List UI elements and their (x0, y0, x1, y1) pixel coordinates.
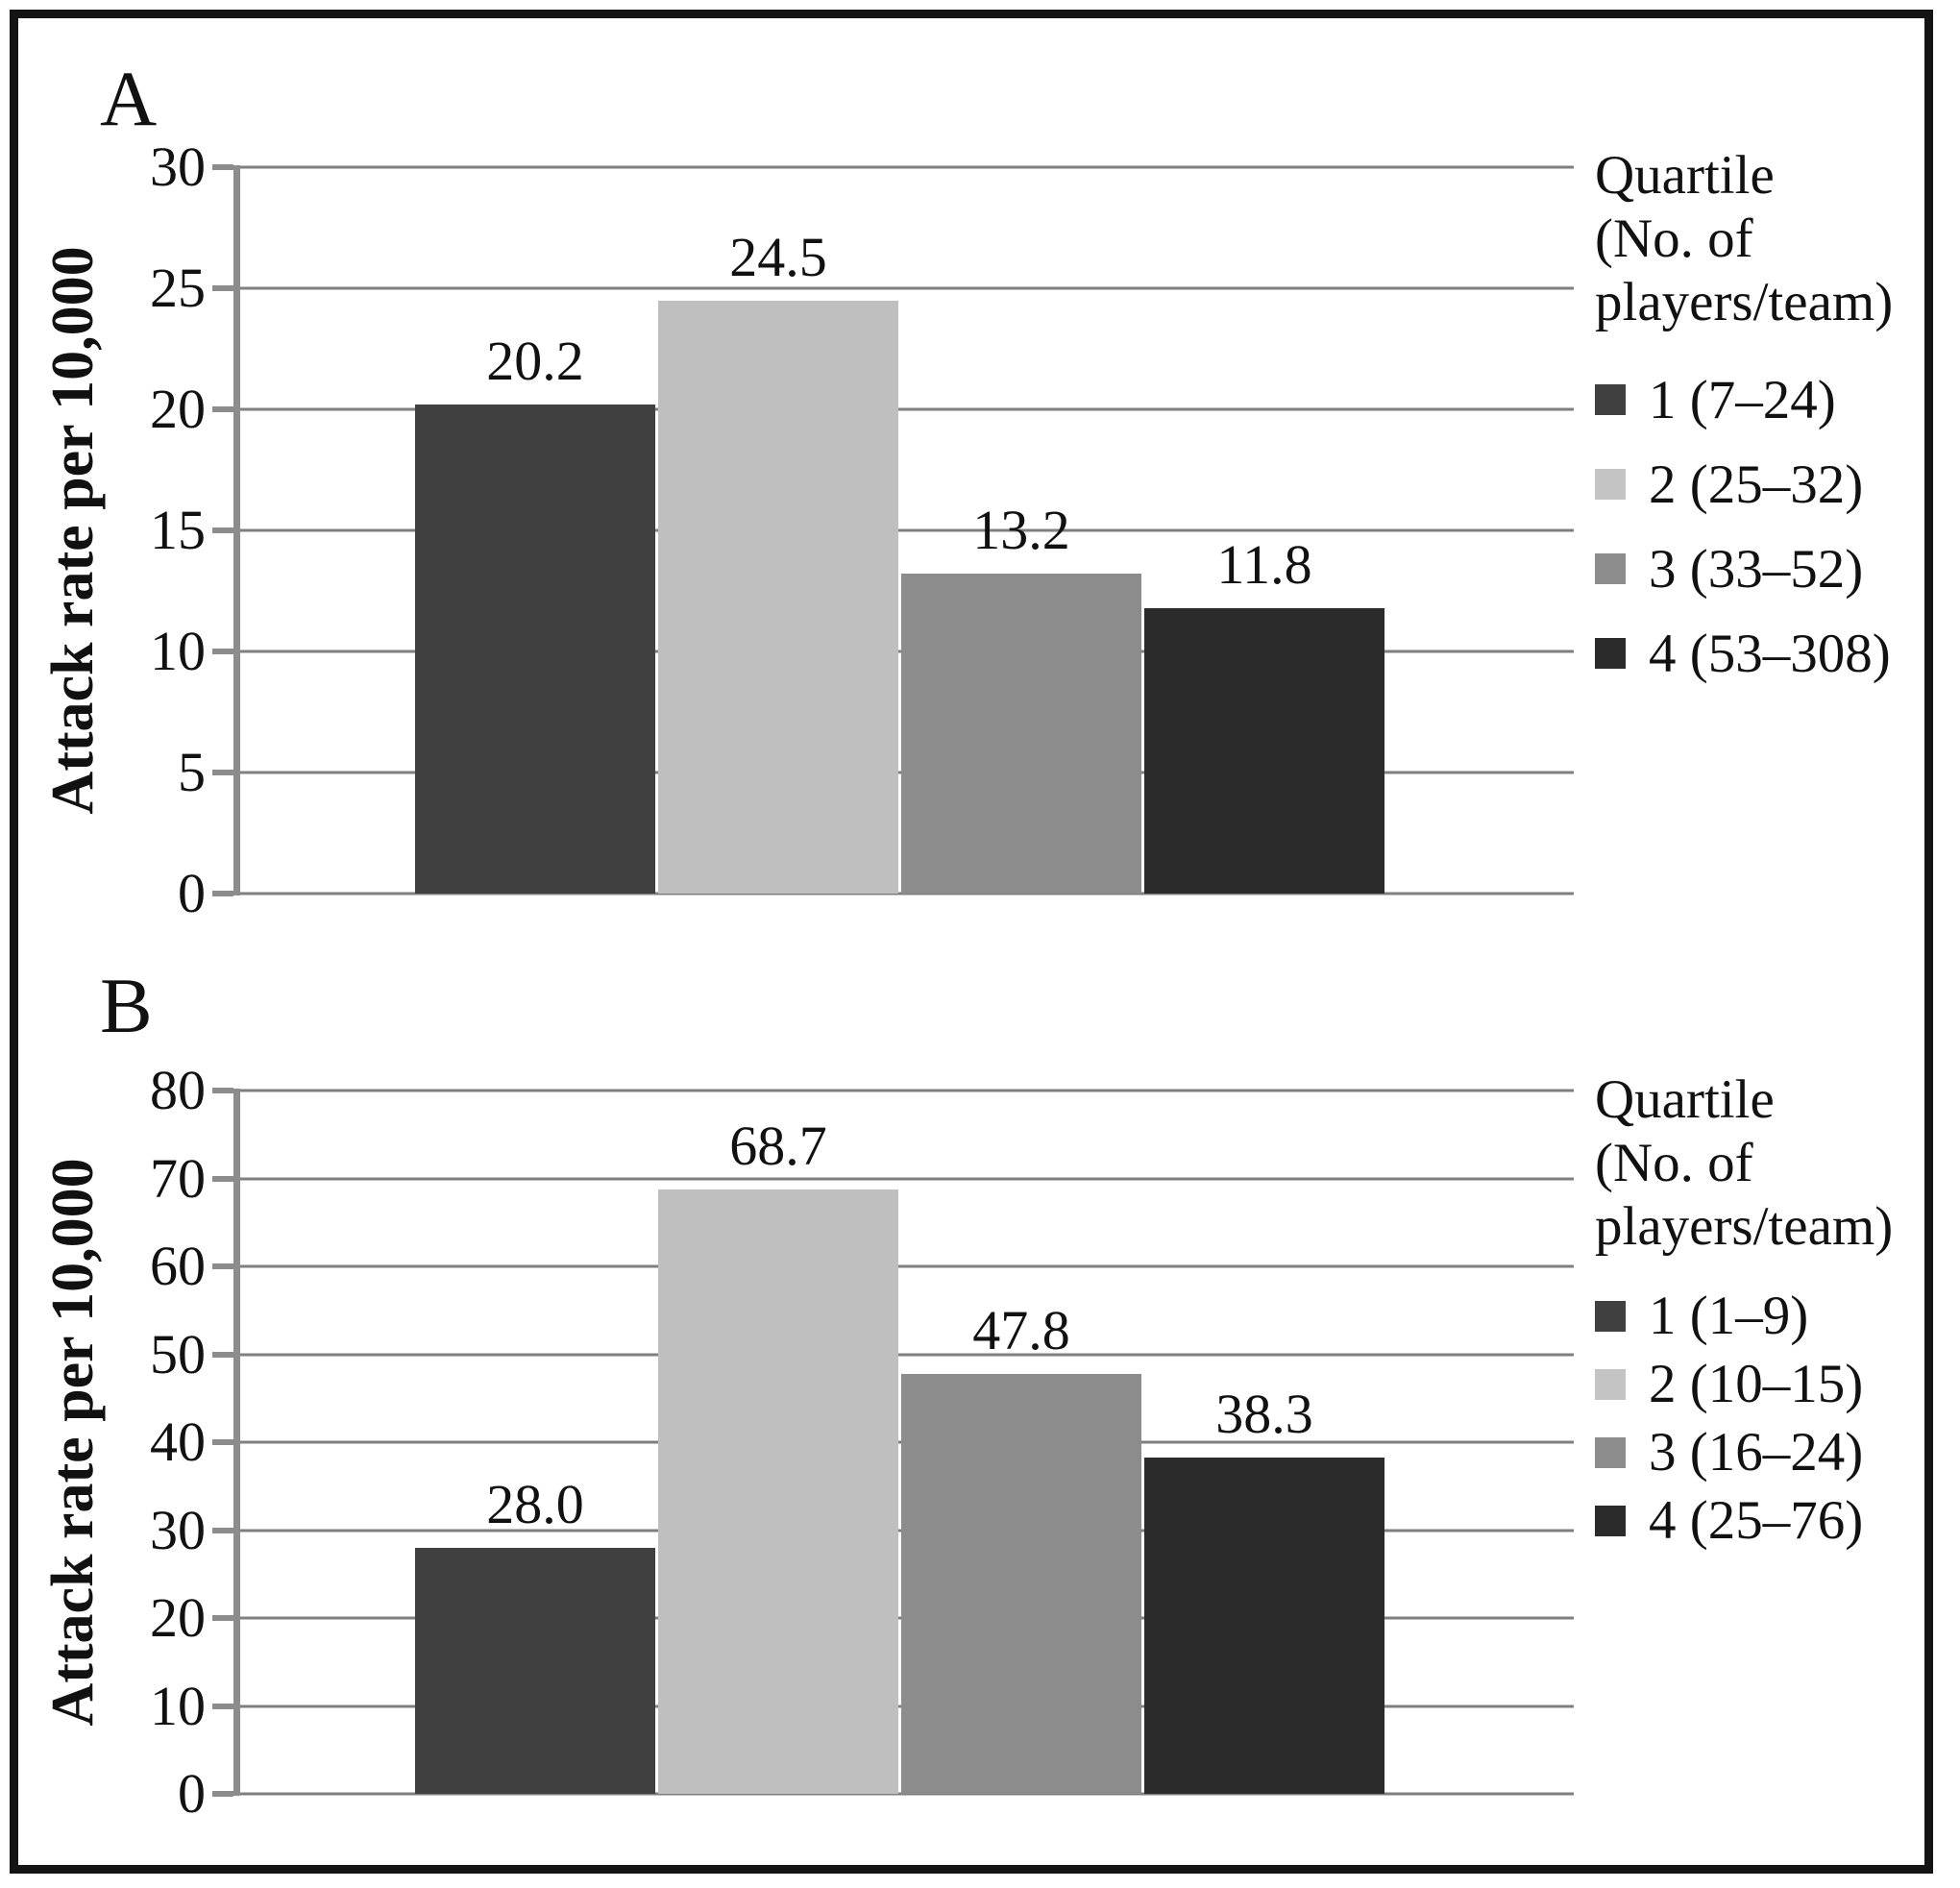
legend-item-label-3: 3 (33–52) (1649, 538, 1864, 600)
y-tick-label-5: 5 (178, 741, 206, 803)
legend-swatch-4 (1595, 638, 1626, 669)
panel-a-legend-items: 1 (7–24) 2 (25–32) 3 (33–52) 4 (53–308) (1595, 357, 1926, 696)
legend-item-1: 1 (1–9) (1595, 1282, 1926, 1350)
panel-a-label: A (100, 55, 158, 142)
gridline-0 (240, 1792, 1574, 1796)
panel-b-legend: Quartile (No. of players/team) 1 (1–9) 2 … (1595, 1068, 1926, 1555)
gridline-50 (240, 1353, 1574, 1356)
legend-item-1: 1 (7–24) (1595, 357, 1926, 442)
gridline-0 (240, 892, 1574, 895)
y-tick-label-50: 50 (150, 1322, 206, 1385)
legend-item-label-1: 1 (1–9) (1649, 1286, 1809, 1346)
bar-quartile-4: 38.3 (1144, 1385, 1384, 1794)
y-tick-label-80: 80 (150, 1059, 206, 1121)
bar-quartile-1: 20.2 (415, 332, 655, 894)
legend-swatch-3 (1595, 553, 1626, 584)
legend-item-label-3: 3 (16–24) (1649, 1422, 1864, 1483)
y-tick-label-30: 30 (150, 1498, 206, 1561)
panel-a-plot-area: 30 25 20 15 10 5 0 20.2 24.5 13.2 11.8 (150, 139, 1574, 921)
bar-value-label-quartile-1: 20.2 (486, 329, 584, 392)
y-tick-0 (212, 891, 233, 896)
y-tick-label-0: 0 (178, 1762, 206, 1825)
y-tick-label-70: 70 (150, 1146, 206, 1210)
legend-item-4: 4 (25–76) (1595, 1486, 1926, 1555)
panel-b-y-axis-title: Attack rate per 10,000 (40, 1158, 106, 1727)
legend-item-2: 2 (25–32) (1595, 442, 1926, 527)
y-tick-label-40: 40 (150, 1410, 206, 1473)
y-tick-label-10: 10 (150, 1674, 206, 1737)
panel-a-legend-title: Quartile (No. of players/team) (1595, 145, 1894, 332)
legend-swatch-4 (1595, 1505, 1626, 1536)
y-tick-10 (212, 1703, 233, 1709)
legend-item-3: 3 (16–24) (1595, 1418, 1926, 1486)
panel-a-y-axis-title: Attack rate per 10,000 (40, 246, 106, 815)
legend-item-2: 2 (10–15) (1595, 1350, 1926, 1418)
gridline-15 (240, 528, 1574, 532)
legend-item-label-2: 2 (10–15) (1649, 1354, 1864, 1414)
y-axis-line (233, 165, 240, 895)
bar-value-label-quartile-4: 38.3 (1215, 1382, 1313, 1445)
y-tick-label-20: 20 (150, 1586, 206, 1649)
panel-b-legend-title: Quartile (No. of players/team) (1595, 1069, 1894, 1257)
y-tick-label-30: 30 (150, 135, 206, 198)
y-tick-0 (212, 1791, 233, 1797)
y-tick-20 (212, 1615, 233, 1621)
panel-b-plot-area: 80 70 60 50 40 30 20 10 0 28.0 68.7 47.8 38.3 (150, 1063, 1574, 1822)
y-tick-40 (212, 1439, 233, 1445)
y-tick-label-60: 60 (150, 1235, 206, 1297)
bar-quartile-3: 47.8 (901, 1302, 1141, 1794)
bar-quartile-2: 68.7 (658, 1118, 898, 1794)
y-tick-60 (212, 1263, 233, 1269)
y-tick-70 (212, 1175, 233, 1182)
gridline-25 (240, 286, 1574, 290)
bar-quartile-4: 11.8 (1144, 536, 1384, 894)
legend-swatch-2 (1595, 1368, 1626, 1400)
legend-swatch-2 (1595, 469, 1626, 500)
gridline-70 (240, 1177, 1574, 1180)
y-tick-30 (212, 164, 233, 170)
bar-quartile-1: 28.0 (415, 1476, 655, 1794)
y-tick-label-15: 15 (150, 499, 206, 561)
bar-value-label-quartile-3: 47.8 (972, 1298, 1070, 1361)
y-tick-10 (212, 649, 233, 654)
gridline-80 (240, 1089, 1574, 1092)
bar-quartile-3: 13.2 (901, 503, 1141, 894)
y-tick-80 (212, 1088, 233, 1093)
panel-b-legend-items: 1 (1–9) 2 (10–15) 3 (16–24) 4 (25–76) (1595, 1282, 1926, 1555)
panel-a-legend: Quartile (No. of players/team) 1 (7–24) 2… (1595, 144, 1926, 696)
legend-item-3: 3 (33–52) (1595, 527, 1926, 611)
y-tick-20 (212, 406, 233, 412)
y-tick-50 (212, 1351, 233, 1358)
y-tick-label-0: 0 (178, 862, 206, 924)
y-tick-25 (212, 285, 233, 291)
bar-value-label-quartile-2: 24.5 (729, 225, 827, 288)
legend-item-4: 4 (53–308) (1595, 611, 1926, 696)
bar-value-label-quartile-3: 13.2 (972, 499, 1070, 562)
legend-swatch-3 (1595, 1436, 1626, 1468)
bar-value-label-quartile-1: 28.0 (486, 1472, 584, 1535)
y-tick-label-25: 25 (150, 257, 206, 319)
y-axis-line (233, 1089, 240, 1796)
bar-value-label-quartile-2: 68.7 (729, 1115, 827, 1178)
y-tick-15 (212, 527, 233, 533)
legend-item-label-2: 2 (25–32) (1649, 454, 1864, 515)
bar-quartile-2: 24.5 (658, 229, 898, 894)
gridline-30 (240, 165, 1574, 169)
y-tick-label-20: 20 (150, 378, 206, 440)
panel-b-label: B (100, 962, 153, 1049)
bars-group: 20.2 24.5 13.2 11.8 (415, 167, 1384, 894)
legend-item-label-4: 4 (53–308) (1649, 623, 1891, 684)
legend-swatch-1 (1595, 1300, 1626, 1332)
y-tick-label-10: 10 (150, 620, 206, 682)
y-tick-5 (212, 770, 233, 775)
legend-swatch-1 (1595, 384, 1626, 415)
y-tick-30 (212, 1527, 233, 1533)
bar-value-label-quartile-4: 11.8 (1216, 532, 1312, 596)
legend-item-label-4: 4 (25–76) (1649, 1490, 1864, 1551)
gridline-20 (240, 407, 1574, 411)
bars-group: 28.0 68.7 47.8 38.3 (415, 1091, 1384, 1794)
legend-item-label-1: 1 (7–24) (1649, 369, 1836, 430)
gridline-60 (240, 1264, 1574, 1268)
